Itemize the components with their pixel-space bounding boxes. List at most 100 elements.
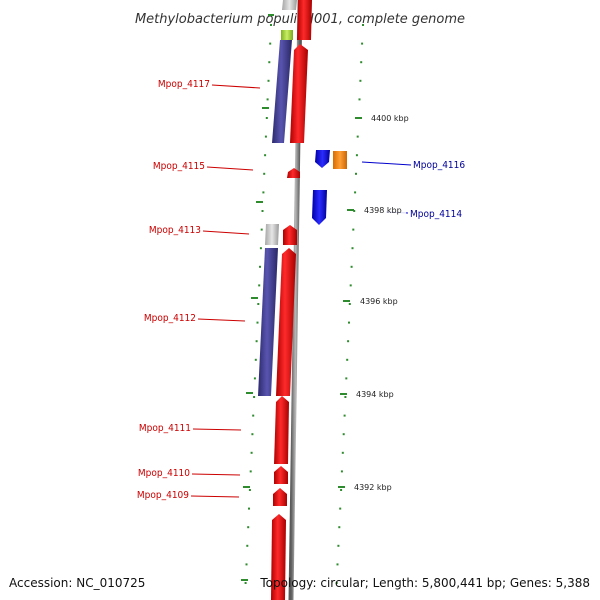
- ruler-left-dot: [270, 24, 272, 26]
- ruler-right-dot: [348, 303, 351, 305]
- ruler-left-dot: [257, 303, 260, 305]
- feature-grey-block-4113[interactable]: [265, 224, 279, 245]
- leader-line-4115: [206, 166, 254, 171]
- ruler-left-dot: [258, 284, 261, 287]
- forward-gene-track: [271, 0, 312, 600]
- gene-label-4111[interactable]: Mpop_4111: [139, 423, 191, 434]
- gene-arrow-4113[interactable]: [283, 225, 297, 245]
- ruler-left-dot: [261, 210, 264, 212]
- ruler-left-dot: [253, 377, 256, 380]
- gene-arrow-4110[interactable]: [274, 466, 288, 484]
- tick-mark-4396: [343, 300, 350, 302]
- scale-ticks: 4400 kbp 4398 kbp 4396 kbp 4394 kbp 4392…: [338, 114, 409, 492]
- ruler-left-dot: [269, 42, 272, 45]
- ruler-left-dot: [246, 544, 249, 547]
- ruler-right-dot: [355, 154, 358, 157]
- tick-label-4394: 4394 kbp: [356, 390, 394, 399]
- leader-line-4110: [191, 473, 241, 476]
- ruler-right-dot: [354, 191, 357, 194]
- gene-arrow-4116[interactable]: [315, 150, 330, 168]
- ruler-right-dot: [336, 563, 339, 566]
- ruler-right-dot: [362, 24, 364, 26]
- ruler-left-dot: [255, 340, 258, 343]
- gene-arrow-4117[interactable]: [290, 44, 308, 143]
- ruler-left-dot: [248, 489, 251, 491]
- ruler-left-dot: [266, 98, 269, 101]
- ruler-left-dot: [265, 117, 268, 119]
- ruler-left-dot: [245, 563, 248, 566]
- feature-green-block[interactable]: [281, 30, 293, 40]
- ruler-right-dot: [339, 507, 342, 510]
- ruler-right-dot: [335, 582, 338, 584]
- ruler-left-dot: [251, 433, 254, 436]
- tick-label-4398-bg: [360, 204, 406, 215]
- ruler-left-dot: [249, 470, 252, 473]
- ruler-left-dot: [252, 414, 255, 417]
- ruler-right-dot: [350, 265, 353, 268]
- ruler-left-dot: [262, 191, 265, 194]
- ruler-right-dot: [345, 377, 348, 380]
- gene-label-4112[interactable]: Mpop_4112: [144, 313, 196, 324]
- ruler-right-dot: [353, 210, 356, 212]
- ruler-left-dot: [267, 79, 270, 82]
- tick-label-4396: 4396 kbp: [360, 297, 398, 306]
- ruler-right-dot: [348, 321, 350, 324]
- ruler-right-dot: [358, 98, 361, 101]
- feature-track: [258, 0, 297, 396]
- ruler-right-dot: [338, 526, 341, 529]
- gene-label-4115[interactable]: Mpop_4115: [153, 161, 205, 172]
- leader-line-4112: [197, 318, 246, 322]
- gene-label-4110[interactable]: Mpop_4110: [138, 468, 190, 479]
- accession-text: Accession: NC_010725: [9, 576, 146, 590]
- ruler-left-dot: [250, 451, 253, 454]
- gene-arrow-4112[interactable]: [276, 248, 296, 396]
- ruler-left-dot: [264, 135, 267, 138]
- gene-arrow-bottom[interactable]: [271, 514, 286, 600]
- gene-top-red[interactable]: [297, 0, 312, 40]
- leader-line-4111: [192, 428, 242, 431]
- ruler-left-dot: [268, 61, 271, 64]
- feature-orange-block-4116[interactable]: [333, 151, 347, 169]
- topology-summary-text: Topology: circular; Length: 5,800,441 bp…: [260, 576, 590, 590]
- ruler-right-dot: [347, 340, 350, 343]
- gene-label-4116[interactable]: Mpop_4116: [413, 160, 465, 171]
- ruler-left-dot: [260, 228, 263, 231]
- ruler-right-dot: [341, 451, 344, 454]
- feature-purple-block-4117[interactable]: [272, 40, 292, 143]
- gene-arrow-4111[interactable]: [274, 396, 289, 464]
- ruler-right-dot: [355, 172, 357, 175]
- gene-arrow-4109[interactable]: [273, 488, 287, 506]
- ruler-right-dot: [361, 42, 364, 45]
- gene-arrow-4114[interactable]: [312, 190, 327, 225]
- ruler-right-dot: [340, 489, 343, 491]
- ruler-left-dot: [247, 526, 250, 529]
- feature-purple-block-4112[interactable]: [258, 248, 278, 396]
- ruler-left-dot: [263, 172, 266, 175]
- ruler-left-dot: [248, 507, 250, 510]
- ruler-right-dot: [344, 396, 347, 398]
- ruler-right-dot: [340, 470, 343, 473]
- ruler-right-dot: [359, 79, 362, 82]
- ruler-right-dot: [343, 414, 346, 417]
- tick-mark-4400: [355, 117, 362, 119]
- leader-line-4109: [190, 495, 240, 498]
- tick-label-4392: 4392 kbp: [354, 483, 392, 492]
- gene-label-4109[interactable]: Mpop_4109: [137, 490, 189, 501]
- ruler-left-dot: [256, 321, 259, 324]
- ruler-right-dot: [349, 284, 352, 287]
- ruler-right-dot: [346, 358, 349, 361]
- gene-labels: Mpop_4117 Mpop_4115 Mpop_4113 Mpop_4112 …: [137, 79, 465, 501]
- gene-label-4114[interactable]: Mpop_4114: [410, 209, 462, 220]
- ruler-left-dot: [259, 247, 262, 250]
- ruler-left-dot: [254, 358, 257, 361]
- feature-top-grey-block[interactable]: [282, 0, 297, 10]
- gene-arrow-4115[interactable]: [287, 168, 300, 178]
- tick-mark-4398: [347, 209, 354, 211]
- ruler-left-dot: [253, 396, 256, 398]
- gene-label-4117[interactable]: Mpop_4117: [158, 79, 210, 90]
- tick-label-4398: 4398 kbp: [364, 206, 402, 215]
- tick-mark-4394: [340, 393, 347, 395]
- gene-label-4113[interactable]: Mpop_4113: [149, 225, 201, 236]
- ruler-right-dot: [351, 247, 354, 250]
